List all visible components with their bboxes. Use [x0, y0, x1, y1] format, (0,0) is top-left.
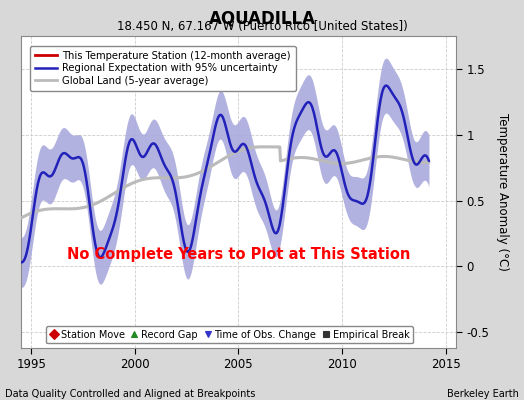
Text: Berkeley Earth: Berkeley Earth — [447, 389, 519, 399]
Text: Data Quality Controlled and Aligned at Breakpoints: Data Quality Controlled and Aligned at B… — [5, 389, 256, 399]
Text: 18.450 N, 67.167 W (Puerto Rico [United States]): 18.450 N, 67.167 W (Puerto Rico [United … — [117, 20, 407, 33]
Legend: Station Move, Record Gap, Time of Obs. Change, Empirical Break: Station Move, Record Gap, Time of Obs. C… — [46, 326, 413, 344]
Text: No Complete Years to Plot at This Station: No Complete Years to Plot at This Statio… — [67, 247, 410, 262]
Y-axis label: Temperature Anomaly (°C): Temperature Anomaly (°C) — [496, 113, 509, 271]
Text: AQUADILLA: AQUADILLA — [209, 10, 315, 28]
